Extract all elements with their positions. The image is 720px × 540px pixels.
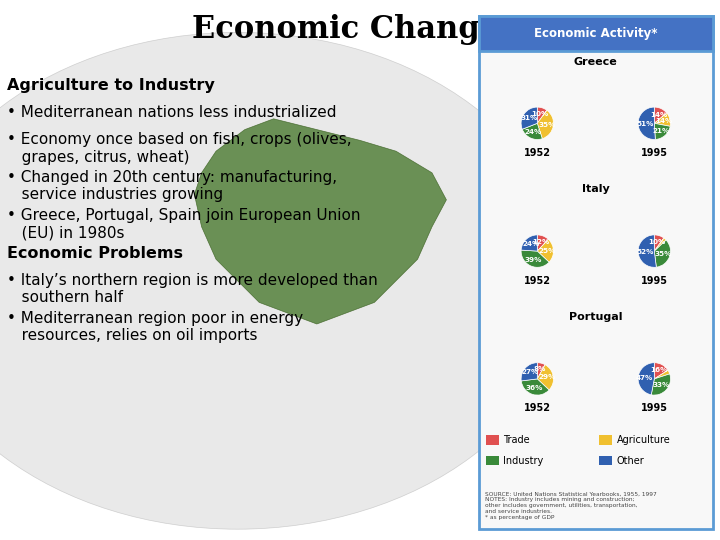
Text: Economic Activity*: Economic Activity*	[534, 27, 657, 40]
Text: 14%: 14%	[650, 111, 667, 118]
Text: 27%: 27%	[521, 369, 539, 375]
Text: Greece: Greece	[574, 57, 618, 67]
Text: 1952: 1952	[524, 275, 551, 286]
Text: 35%: 35%	[539, 122, 556, 128]
Text: Economic Change: Economic Change	[192, 14, 499, 45]
Wedge shape	[652, 374, 670, 395]
Wedge shape	[521, 235, 537, 251]
Text: 14%: 14%	[655, 118, 672, 124]
Wedge shape	[537, 110, 554, 139]
Text: 24%: 24%	[522, 241, 539, 247]
Text: SOURCE: United Nations Statistical Yearbooks, 1955, 1997
NOTES: Industry include: SOURCE: United Nations Statistical Yearb…	[485, 491, 657, 519]
Wedge shape	[521, 363, 537, 381]
Text: 29%: 29%	[539, 374, 556, 380]
Text: 12%: 12%	[532, 239, 549, 245]
Text: 10%: 10%	[649, 239, 666, 245]
Text: • Greece, Portugal, Spain join European Union
   (EU) in 1980s: • Greece, Portugal, Spain join European …	[7, 208, 361, 240]
Text: 36%: 36%	[526, 385, 543, 391]
Text: 24%: 24%	[525, 129, 541, 135]
Text: Trade: Trade	[503, 435, 530, 445]
Wedge shape	[521, 107, 537, 129]
Wedge shape	[654, 363, 668, 379]
Wedge shape	[654, 123, 670, 139]
Text: 8%: 8%	[534, 367, 546, 373]
Wedge shape	[654, 240, 670, 267]
Wedge shape	[638, 107, 655, 139]
Text: 31%: 31%	[521, 115, 538, 121]
Text: 25%: 25%	[539, 248, 556, 254]
Wedge shape	[537, 235, 549, 251]
Text: 51%: 51%	[636, 120, 653, 126]
FancyBboxPatch shape	[479, 16, 713, 529]
FancyBboxPatch shape	[479, 16, 713, 51]
Wedge shape	[654, 107, 667, 123]
Text: 1952: 1952	[524, 148, 551, 158]
Wedge shape	[537, 364, 554, 390]
Text: 1995: 1995	[641, 403, 668, 414]
Bar	[599, 435, 612, 445]
Text: 1995: 1995	[641, 148, 668, 158]
Wedge shape	[537, 107, 546, 123]
Text: Other: Other	[617, 456, 644, 465]
Wedge shape	[654, 113, 670, 126]
Text: • Mediterranean nations less industrialized: • Mediterranean nations less industriali…	[7, 105, 337, 120]
Wedge shape	[537, 239, 554, 262]
Text: • Italy’s northern region is more developed than
   southern half: • Italy’s northern region is more develo…	[7, 273, 378, 305]
Wedge shape	[638, 235, 657, 267]
Text: 1995: 1995	[641, 275, 668, 286]
Text: Economic Problems: Economic Problems	[7, 246, 183, 261]
Text: 10%: 10%	[531, 111, 549, 117]
Polygon shape	[194, 119, 446, 324]
Wedge shape	[521, 250, 549, 267]
Text: 33%: 33%	[653, 382, 670, 388]
Text: Agriculture: Agriculture	[617, 435, 670, 445]
Text: 16%: 16%	[650, 367, 667, 373]
Wedge shape	[654, 370, 670, 379]
Wedge shape	[654, 238, 666, 251]
Text: • Changed in 20th century: manufacturing,
   service industries growing: • Changed in 20th century: manufacturing…	[7, 170, 338, 202]
Text: 47%: 47%	[636, 375, 653, 381]
Text: Industry: Industry	[503, 456, 544, 465]
Text: • Mediterranean region poor in energy
   resources, relies on oil imports: • Mediterranean region poor in energy re…	[7, 310, 303, 343]
Circle shape	[0, 32, 569, 529]
Text: 52%: 52%	[636, 249, 653, 255]
Bar	[486, 435, 499, 445]
Text: 39%: 39%	[525, 257, 542, 263]
Text: 1952: 1952	[524, 403, 551, 414]
Wedge shape	[522, 123, 542, 139]
Wedge shape	[654, 235, 664, 251]
Text: Italy: Italy	[582, 185, 610, 194]
Wedge shape	[638, 363, 654, 395]
Text: 35%: 35%	[654, 252, 672, 258]
Bar	[486, 456, 499, 465]
Text: 21%: 21%	[652, 127, 670, 133]
Text: Portugal: Portugal	[569, 312, 623, 322]
Wedge shape	[521, 379, 549, 395]
Text: • Economy once based on fish, crops (olives,
   grapes, citrus, wheat): • Economy once based on fish, crops (oli…	[7, 132, 352, 165]
Bar	[599, 456, 612, 465]
Wedge shape	[537, 363, 545, 379]
Text: Agriculture to Industry: Agriculture to Industry	[7, 78, 215, 93]
